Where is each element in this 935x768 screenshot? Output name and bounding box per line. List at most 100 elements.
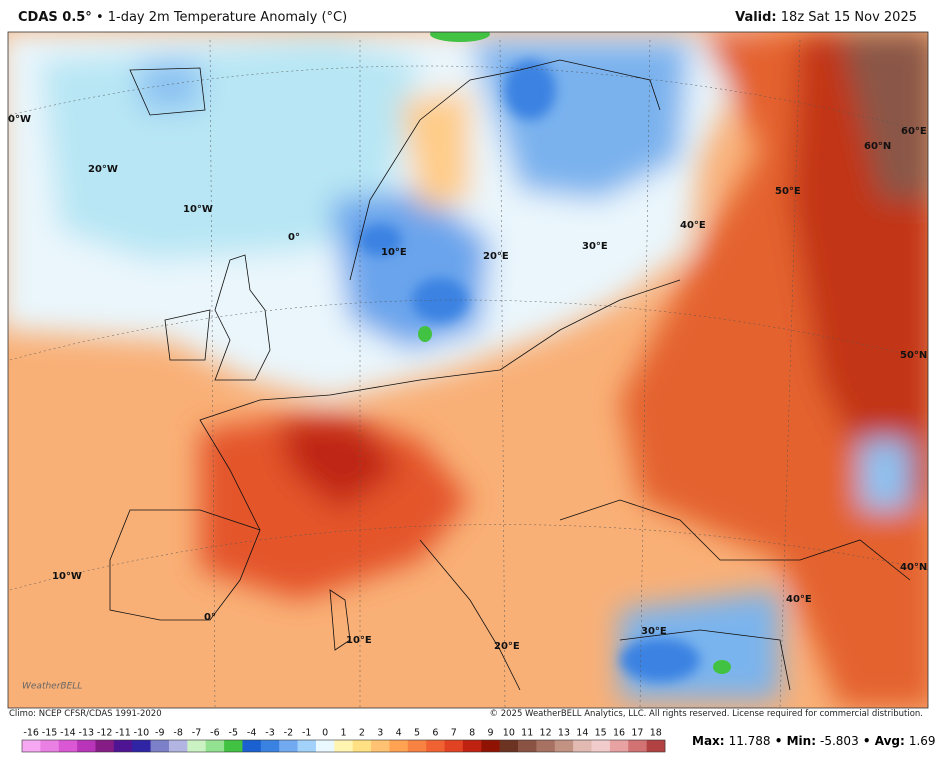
colorbar-label: 8 — [469, 728, 475, 739]
graticule — [9, 39, 928, 708]
product: • 1-day 2m Temperature Anomaly (°C) — [95, 10, 348, 25]
colorbar-swatch — [371, 740, 390, 752]
grid-label: 10°E — [381, 247, 407, 258]
colorbar-swatch — [95, 740, 115, 752]
colorbar-swatch — [260, 740, 280, 752]
colorbar-swatch — [591, 740, 611, 752]
colorbar-label: 16 — [613, 728, 625, 739]
grid-label: 10°W — [52, 571, 82, 582]
grid-label: 20°E — [483, 251, 509, 262]
colorbar-label: -14 — [60, 728, 76, 739]
colorbar-label: 5 — [414, 728, 420, 739]
colorbar-swatch — [646, 740, 666, 752]
colorbar-label: -11 — [115, 728, 131, 739]
colorbar-label: 9 — [487, 728, 493, 739]
valid-time: 18z Sat 15 Nov 2025 — [780, 10, 917, 25]
colorbar-swatch — [536, 740, 556, 752]
colorbar-label: -8 — [173, 728, 182, 739]
colorbar-swatch — [132, 740, 151, 752]
grid-label: 10°E — [346, 635, 372, 646]
grid-label: 0° — [204, 612, 216, 623]
valid-label: Valid: — [735, 10, 777, 25]
stat-value: 11.788 — [728, 734, 771, 748]
stat-label: Max: — [692, 734, 725, 748]
colorbar-label: 2 — [359, 728, 365, 739]
separator: • — [858, 734, 875, 748]
separator: • — [770, 734, 787, 748]
title: CDAS 0.5° • 1-day 2m Temperature Anomaly… — [18, 10, 347, 25]
colorbar-swatch — [389, 740, 409, 752]
colorbar-swatch — [77, 740, 96, 752]
colorbar-swatch — [352, 740, 372, 752]
colorbar-swatch — [187, 740, 207, 752]
colorbar-swatch — [609, 740, 629, 752]
grid-label: 30°E — [582, 241, 608, 252]
coastlines — [109, 59, 911, 691]
colorbar-swatch — [518, 740, 537, 752]
colorbar-label: -13 — [79, 728, 95, 739]
colorbar-label: 10 — [503, 728, 515, 739]
grid-label: 20°W — [88, 164, 118, 175]
colorbar-swatch — [150, 740, 170, 752]
stat-value: -5.803 — [820, 734, 859, 748]
grid-label: 0°W — [8, 114, 31, 125]
colorbar-label: 1 — [340, 728, 346, 739]
colorbar-label: 0 — [322, 728, 328, 739]
colorbar-label: 6 — [432, 728, 438, 739]
grid-label: 60°N — [864, 141, 891, 152]
stat-label: Min: — [786, 734, 817, 748]
colorbar-label: -3 — [265, 728, 274, 739]
colorbar-label: 12 — [540, 728, 552, 739]
anomaly-field — [8, 32, 928, 708]
copyright: © 2025 WeatherBELL Analytics, LLC. All r… — [489, 709, 923, 719]
grid-label: 40°E — [786, 594, 812, 605]
colorbar-swatch — [40, 740, 60, 752]
grid-label: 10°W — [183, 204, 213, 215]
colorbar-label: -2 — [284, 728, 293, 739]
colorbar-label: 4 — [396, 728, 402, 739]
colorbar-swatch — [22, 740, 41, 752]
colorbar-label: -15 — [42, 728, 58, 739]
colorbar-swatch — [168, 740, 188, 752]
colorbar-frame — [21, 739, 666, 753]
grid-label: 50°N — [900, 350, 927, 361]
grid-label: 20°E — [494, 641, 520, 652]
colorbar-label: 13 — [558, 728, 570, 739]
colorbar-label: 11 — [521, 728, 533, 739]
colorbar-label: -9 — [155, 728, 164, 739]
colorbar-label: 18 — [650, 728, 662, 739]
grid-label: 50°E — [775, 186, 801, 197]
colorbar-swatch — [462, 740, 482, 752]
colorbar-label: -4 — [247, 728, 256, 739]
colorbar-swatch — [499, 740, 519, 752]
grid-label: 0° — [288, 232, 300, 243]
colorbar-swatch — [444, 740, 464, 752]
colorbar-swatch — [481, 740, 500, 752]
colorbar-label: 15 — [595, 728, 607, 739]
colorbar-swatch — [279, 740, 298, 752]
climo-note: Climo: NCEP CFSR/CDAS 1991-2020 — [9, 709, 162, 719]
colorbar-label: -6 — [210, 728, 219, 739]
grid-label: 40°N — [900, 562, 927, 573]
valid: Valid: 18z Sat 15 Nov 2025 — [735, 10, 917, 25]
colorbar-label: -12 — [97, 728, 113, 739]
colorbar-label: 17 — [631, 728, 643, 739]
colorbar-swatch — [205, 740, 225, 752]
model: CDAS 0.5° — [18, 10, 92, 25]
colorbar-swatch — [628, 740, 647, 752]
colorbar-swatch — [334, 740, 353, 752]
colorbar-label: 14 — [576, 728, 588, 739]
colorbar-label: -5 — [229, 728, 238, 739]
colorbar-swatch — [58, 740, 78, 752]
colorbar-label: -1 — [302, 728, 311, 739]
colorbar-label: 7 — [451, 728, 457, 739]
colorbar-swatch — [407, 740, 427, 752]
logo: WeatherBELL — [22, 682, 82, 692]
colorbar-label: -16 — [23, 728, 39, 739]
grid-label: 60°E — [901, 126, 927, 137]
stats: Max:11.788 • Min:-5.803 • Avg:1.697 — [692, 734, 935, 748]
colorbar-swatch — [554, 740, 574, 752]
colorbar-swatch — [297, 740, 317, 752]
